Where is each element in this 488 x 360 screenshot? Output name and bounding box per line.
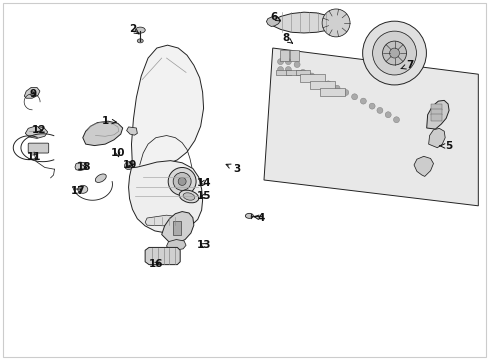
Polygon shape: [24, 87, 40, 98]
Bar: [173, 221, 181, 235]
Circle shape: [368, 103, 374, 109]
Circle shape: [385, 112, 390, 118]
Circle shape: [362, 21, 426, 85]
Circle shape: [351, 94, 357, 100]
Text: 15: 15: [197, 191, 211, 201]
Text: 7: 7: [400, 60, 413, 70]
Text: 17: 17: [70, 186, 85, 196]
Circle shape: [285, 59, 291, 65]
Polygon shape: [82, 121, 122, 145]
FancyBboxPatch shape: [28, 143, 49, 153]
Ellipse shape: [135, 27, 145, 33]
Bar: [276, 70, 290, 75]
Circle shape: [308, 73, 314, 79]
Circle shape: [277, 67, 283, 72]
Circle shape: [333, 85, 339, 91]
Ellipse shape: [95, 174, 106, 183]
Text: 11: 11: [27, 152, 41, 162]
Polygon shape: [162, 212, 193, 243]
Text: 3: 3: [225, 164, 240, 174]
Circle shape: [322, 9, 349, 37]
Text: 13: 13: [196, 240, 210, 250]
Bar: [430, 109, 441, 116]
Text: 2: 2: [128, 24, 139, 35]
Polygon shape: [145, 215, 187, 226]
Polygon shape: [426, 100, 448, 129]
Circle shape: [393, 117, 399, 123]
Circle shape: [372, 31, 416, 75]
Polygon shape: [128, 161, 202, 233]
Ellipse shape: [137, 39, 143, 43]
Bar: [290, 50, 299, 60]
Bar: [430, 114, 441, 121]
Bar: [285, 70, 300, 75]
Circle shape: [178, 177, 186, 185]
Text: 6: 6: [269, 12, 280, 22]
Text: 4: 4: [254, 213, 264, 222]
Circle shape: [389, 48, 399, 58]
Circle shape: [168, 167, 196, 195]
Text: 16: 16: [148, 259, 163, 269]
Bar: [430, 104, 441, 110]
Text: 5: 5: [439, 141, 452, 151]
Circle shape: [293, 62, 300, 68]
Polygon shape: [145, 247, 180, 265]
Circle shape: [376, 107, 382, 113]
Polygon shape: [75, 162, 87, 171]
Circle shape: [124, 162, 132, 170]
Text: 9: 9: [29, 89, 36, 99]
Text: 19: 19: [122, 159, 137, 170]
Circle shape: [173, 172, 191, 190]
Circle shape: [382, 41, 406, 65]
Circle shape: [342, 90, 348, 95]
Polygon shape: [25, 126, 48, 138]
Circle shape: [325, 81, 330, 87]
Circle shape: [360, 98, 366, 104]
Polygon shape: [413, 156, 433, 176]
Text: 10: 10: [110, 148, 125, 158]
Ellipse shape: [78, 185, 87, 193]
Polygon shape: [272, 12, 336, 33]
Bar: [280, 50, 288, 60]
Circle shape: [316, 77, 322, 82]
Text: 1: 1: [102, 116, 116, 126]
Polygon shape: [266, 17, 280, 27]
Polygon shape: [264, 48, 477, 206]
Bar: [295, 70, 309, 75]
Polygon shape: [166, 239, 185, 250]
Ellipse shape: [179, 190, 198, 203]
Ellipse shape: [245, 213, 253, 219]
Text: 14: 14: [197, 177, 211, 188]
Bar: [300, 74, 325, 82]
Text: 12: 12: [32, 125, 46, 135]
Bar: [309, 81, 334, 89]
Circle shape: [277, 59, 283, 65]
Text: 18: 18: [76, 162, 91, 172]
Circle shape: [299, 69, 305, 75]
Text: 8: 8: [282, 33, 292, 43]
Ellipse shape: [183, 193, 194, 200]
Polygon shape: [131, 45, 203, 168]
Polygon shape: [428, 129, 444, 148]
Polygon shape: [126, 127, 137, 135]
Circle shape: [285, 67, 291, 72]
Bar: [319, 88, 344, 96]
